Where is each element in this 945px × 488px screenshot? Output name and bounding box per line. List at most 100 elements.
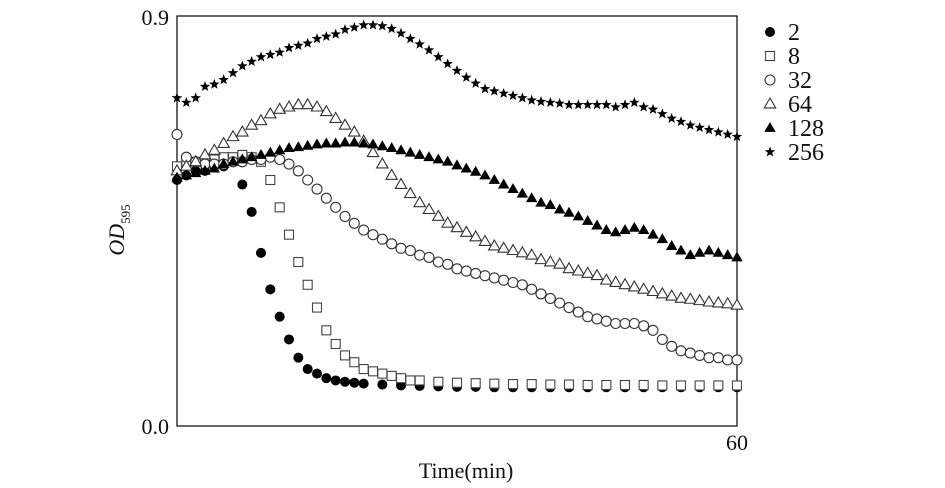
legend-marker xyxy=(764,50,776,62)
data-point xyxy=(376,140,389,151)
data-point xyxy=(582,99,593,110)
data-point xyxy=(227,155,239,166)
data-point xyxy=(348,136,361,147)
data-point xyxy=(235,125,249,137)
data-point xyxy=(189,154,203,167)
data-point xyxy=(237,179,248,190)
data-point xyxy=(385,168,399,180)
legend-item: 128 xyxy=(764,116,824,142)
data-point xyxy=(423,44,435,55)
legend-label: 256 xyxy=(788,140,824,166)
data-point xyxy=(431,209,445,221)
legend-label: 128 xyxy=(788,116,824,142)
data-point xyxy=(358,378,369,389)
data-point xyxy=(629,97,640,108)
data-point xyxy=(712,352,724,364)
data-point xyxy=(377,368,388,379)
legend-marker xyxy=(764,122,776,132)
data-point xyxy=(413,195,427,208)
data-point xyxy=(553,203,566,214)
data-point xyxy=(619,99,631,110)
data-point xyxy=(209,78,220,89)
data-point xyxy=(367,366,379,377)
data-point xyxy=(647,228,659,239)
data-point xyxy=(311,138,323,149)
data-point xyxy=(302,279,313,290)
data-point xyxy=(711,295,725,308)
data-point xyxy=(301,97,315,110)
data-point xyxy=(330,375,341,386)
data-point xyxy=(599,273,613,285)
data-point xyxy=(312,368,322,379)
data-point xyxy=(582,379,593,391)
data-point xyxy=(349,21,360,32)
data-point xyxy=(199,164,211,175)
data-point xyxy=(358,364,369,375)
data-point xyxy=(730,298,744,310)
data-point xyxy=(329,111,343,123)
data-point xyxy=(470,267,482,279)
data-point xyxy=(386,23,397,34)
data-point xyxy=(459,225,473,237)
data-point xyxy=(451,377,463,388)
data-point xyxy=(647,103,659,114)
data-point xyxy=(395,373,407,384)
legend-item: 32 xyxy=(764,68,812,94)
data-point xyxy=(693,246,706,257)
data-point xyxy=(609,275,623,287)
data-point xyxy=(273,144,286,155)
y-axis-ticks: 0.0 0.9 xyxy=(142,5,170,439)
legend-marker xyxy=(764,146,776,157)
data-point xyxy=(263,106,277,119)
data-point xyxy=(293,40,304,51)
data-point xyxy=(338,118,352,130)
data-point xyxy=(237,60,248,71)
data-point xyxy=(395,242,407,254)
y-tick-label: 0.9 xyxy=(142,5,170,30)
data-point xyxy=(217,158,230,168)
data-point xyxy=(534,252,548,265)
data-point xyxy=(377,20,388,31)
data-marks xyxy=(170,19,744,393)
data-point xyxy=(563,206,575,217)
data-point xyxy=(292,165,304,177)
data-point xyxy=(432,256,444,268)
data-point xyxy=(460,162,473,173)
legend-marker xyxy=(764,74,776,86)
y-tick-label: 0.0 xyxy=(142,414,170,439)
data-point xyxy=(656,333,668,345)
data-point xyxy=(684,347,696,359)
data-point xyxy=(385,142,398,153)
data-point xyxy=(208,162,221,173)
legend-label: 32 xyxy=(788,68,812,94)
data-point xyxy=(347,125,361,137)
data-point xyxy=(349,357,360,368)
data-point xyxy=(302,37,313,48)
data-point xyxy=(563,379,575,390)
data-point xyxy=(731,354,743,366)
data-point xyxy=(319,104,333,117)
data-point xyxy=(357,137,370,148)
data-point xyxy=(619,379,631,391)
data-point xyxy=(656,233,669,244)
data-point xyxy=(554,97,565,108)
data-point xyxy=(265,174,276,186)
data-point xyxy=(657,108,668,119)
data-point xyxy=(544,292,556,304)
data-point xyxy=(498,87,509,98)
data-point xyxy=(301,139,314,150)
data-point xyxy=(358,19,369,30)
data-point xyxy=(329,137,342,148)
data-point xyxy=(638,101,649,112)
data-point xyxy=(199,81,211,92)
data-point xyxy=(291,97,305,110)
data-point xyxy=(619,317,631,330)
data-point xyxy=(657,380,668,391)
data-point xyxy=(348,217,360,229)
x-axis-label: Time(min) xyxy=(419,458,514,483)
data-point xyxy=(265,284,276,295)
data-point xyxy=(265,49,276,60)
data-point xyxy=(283,229,295,240)
data-point xyxy=(264,146,277,157)
